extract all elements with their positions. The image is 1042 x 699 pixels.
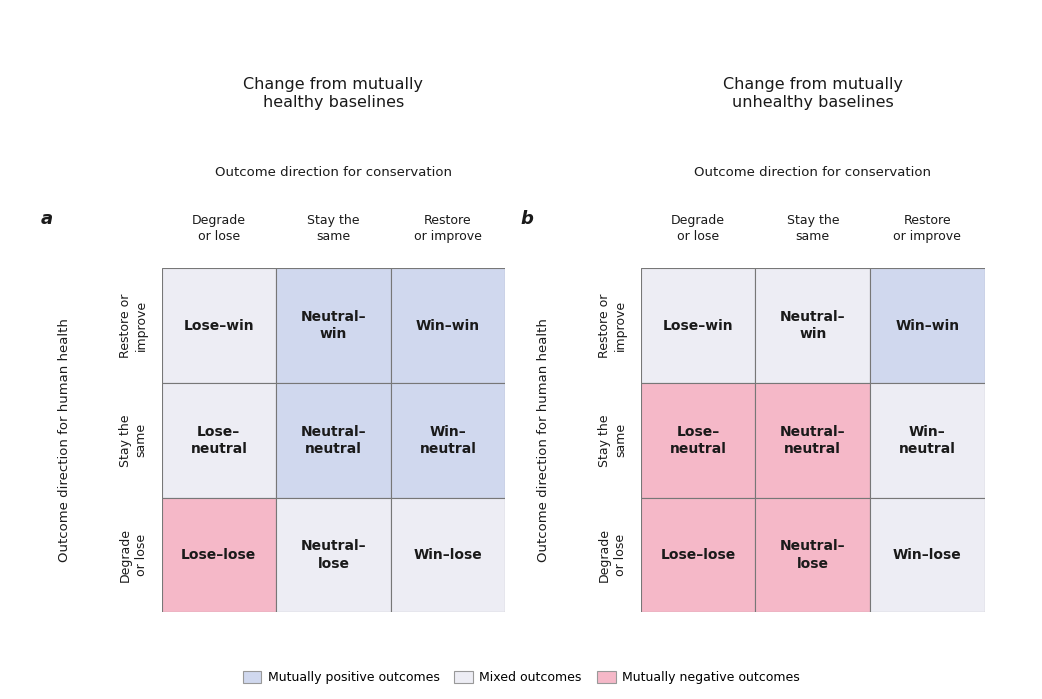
Bar: [870, 383, 985, 498]
Text: Win–win: Win–win: [416, 319, 480, 333]
Text: Restore or
improve: Restore or improve: [119, 294, 148, 358]
Bar: [641, 268, 755, 383]
Text: Neutral–
neutral: Neutral– neutral: [780, 425, 845, 456]
Text: a: a: [41, 210, 53, 229]
Bar: [276, 383, 391, 498]
Bar: [391, 268, 505, 383]
Bar: [755, 383, 870, 498]
Bar: [391, 383, 505, 498]
Bar: [870, 498, 985, 612]
Bar: [276, 268, 391, 383]
Text: Win–lose: Win–lose: [893, 548, 962, 562]
Text: Restore
or improve: Restore or improve: [414, 214, 482, 243]
Bar: [641, 383, 755, 498]
Text: Lose–
neutral: Lose– neutral: [191, 425, 247, 456]
Text: Stay the
same: Stay the same: [598, 414, 627, 467]
Text: Lose–
neutral: Lose– neutral: [670, 425, 726, 456]
Text: Degrade
or lose: Degrade or lose: [598, 528, 627, 582]
Text: Lose–lose: Lose–lose: [661, 548, 736, 562]
Bar: [755, 498, 870, 612]
Text: Restore or
improve: Restore or improve: [598, 294, 627, 358]
Text: Degrade
or lose: Degrade or lose: [671, 214, 725, 243]
Legend: Mutually positive outcomes, Mixed outcomes, Mutually negative outcomes: Mutually positive outcomes, Mixed outcom…: [238, 665, 804, 689]
Text: Neutral–
lose: Neutral– lose: [301, 540, 366, 570]
Text: Win–win: Win–win: [895, 319, 960, 333]
Text: Stay the
same: Stay the same: [787, 214, 839, 243]
Bar: [641, 498, 755, 612]
Text: Win–lose: Win–lose: [414, 548, 482, 562]
Bar: [870, 268, 985, 383]
Bar: [162, 268, 276, 383]
Text: Stay the
same: Stay the same: [119, 414, 148, 467]
Text: Neutral–
win: Neutral– win: [780, 310, 845, 341]
Text: Outcome direction for human health: Outcome direction for human health: [537, 319, 550, 562]
Text: Neutral–
lose: Neutral– lose: [780, 540, 845, 570]
Text: Win–
neutral: Win– neutral: [899, 425, 956, 456]
Text: Degrade
or lose: Degrade or lose: [192, 214, 246, 243]
Bar: [755, 268, 870, 383]
Bar: [162, 498, 276, 612]
Text: Win–
neutral: Win– neutral: [420, 425, 476, 456]
Text: Neutral–
neutral: Neutral– neutral: [301, 425, 366, 456]
Bar: [276, 498, 391, 612]
Text: b: b: [521, 210, 534, 229]
Text: Lose–win: Lose–win: [183, 319, 254, 333]
Text: Neutral–
win: Neutral– win: [301, 310, 366, 341]
Bar: [162, 383, 276, 498]
Text: Change from mutually
healthy baselines: Change from mutually healthy baselines: [244, 77, 423, 110]
Text: Restore
or improve: Restore or improve: [893, 214, 962, 243]
Text: Lose–lose: Lose–lose: [181, 548, 256, 562]
Text: Outcome direction for human health: Outcome direction for human health: [57, 319, 71, 562]
Text: Stay the
same: Stay the same: [307, 214, 359, 243]
Text: Lose–win: Lose–win: [663, 319, 734, 333]
Text: Outcome direction for conservation: Outcome direction for conservation: [215, 166, 452, 179]
Text: Degrade
or lose: Degrade or lose: [119, 528, 148, 582]
Text: Change from mutually
unhealthy baselines: Change from mutually unhealthy baselines: [723, 77, 902, 110]
Text: Outcome direction for conservation: Outcome direction for conservation: [694, 166, 932, 179]
Bar: [391, 498, 505, 612]
